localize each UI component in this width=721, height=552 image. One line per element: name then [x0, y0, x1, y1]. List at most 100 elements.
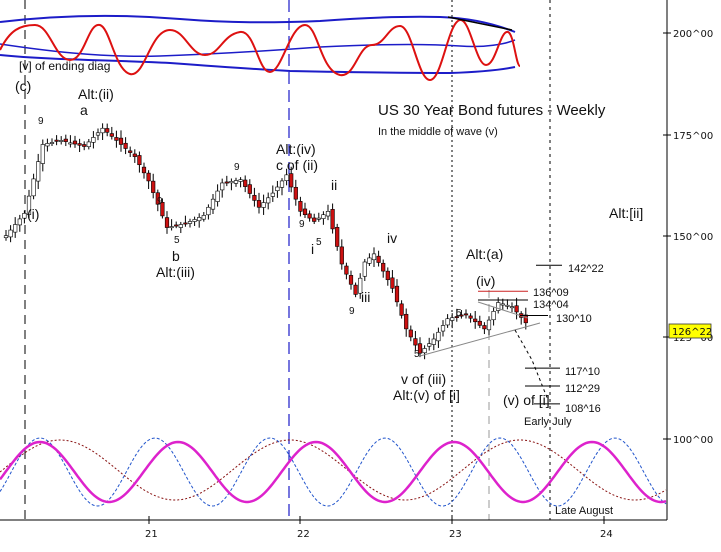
candle-body	[348, 275, 354, 285]
candle-body	[187, 221, 193, 224]
x-tick-label: 23	[449, 529, 462, 540]
candle-body	[376, 255, 381, 263]
candle-body	[431, 338, 436, 345]
candle-body	[394, 285, 400, 303]
candle-body	[344, 265, 349, 275]
candle-body	[86, 141, 91, 148]
candle-body	[206, 206, 211, 216]
x-tick-label: 24	[600, 529, 613, 540]
candle-body	[8, 229, 13, 238]
y-tick-label: 200^00	[673, 29, 713, 40]
wave-label-alt-v-of-i: Alt:(v) of [i]	[393, 387, 460, 403]
candle-body	[82, 144, 87, 147]
candle-body	[243, 179, 248, 187]
candle-body	[367, 257, 372, 264]
candle-body	[468, 315, 473, 319]
candle-body	[201, 215, 206, 220]
target-label: 117^10	[565, 366, 600, 378]
candle-body	[399, 303, 404, 316]
wave-label-alt-a: Alt:(a)	[466, 246, 503, 262]
x-tick-label: 22	[297, 529, 310, 540]
candle-body	[302, 208, 308, 216]
count-label: 9	[299, 219, 305, 230]
candle-body	[26, 195, 32, 215]
candle-body	[473, 318, 478, 323]
wave-label-c: (c)	[15, 78, 31, 94]
candle-body	[523, 314, 528, 324]
candle-body	[256, 200, 262, 208]
candle-body	[132, 153, 137, 157]
candle-body	[413, 338, 418, 346]
candle-body	[13, 224, 18, 233]
candle-body	[459, 314, 464, 317]
candle-body	[270, 192, 275, 197]
chart-title: US 30 Year Bond futures - Weekly	[378, 102, 606, 119]
wave-label-alt-iii: Alt:(iii)	[156, 264, 195, 280]
channel-lower	[0, 54, 516, 75]
candle-body	[505, 304, 510, 307]
candle-body	[307, 213, 312, 219]
candle-body	[482, 325, 487, 330]
candle-body	[385, 270, 390, 281]
candle-body	[197, 217, 202, 222]
candle-body	[95, 132, 101, 136]
candle-body	[146, 172, 151, 182]
candle-body	[229, 181, 234, 184]
candle-body	[440, 325, 446, 332]
projection-path	[514, 329, 549, 401]
candle-body	[486, 319, 492, 331]
candle-body	[491, 311, 496, 321]
count-label: 9	[349, 306, 355, 317]
channel-middle	[0, 39, 516, 58]
candle-body	[427, 343, 432, 347]
candle-body	[238, 179, 243, 182]
wave-label-iv-paren: (iv)	[476, 273, 495, 289]
candle-body	[390, 277, 395, 289]
candle-body	[68, 142, 73, 145]
candle-body	[353, 284, 358, 295]
wave-label-alt-bracket-ii: Alt:[ii]	[609, 205, 643, 221]
candle-body	[247, 184, 252, 194]
candle-body	[54, 139, 59, 142]
candle-body	[335, 226, 340, 247]
candle-body	[59, 140, 64, 142]
candle-body	[3, 235, 9, 239]
candle-body	[316, 217, 321, 220]
candle-body	[312, 217, 317, 222]
candle-body	[31, 178, 36, 197]
cycle-short	[0, 437, 667, 507]
candle-body	[381, 262, 386, 272]
wave-label-c-of-ii: c of (ii)	[276, 157, 318, 173]
y-tick-label: 125^00	[673, 333, 713, 344]
candle-body	[289, 173, 294, 188]
time-note-early-july: Early July	[524, 416, 572, 428]
candle-body	[463, 313, 469, 316]
target-label: 112^29	[565, 383, 600, 395]
time-note-late-august: Late August	[555, 505, 613, 517]
candle-body	[477, 320, 482, 326]
candle-body	[233, 180, 239, 184]
count-label: 5	[174, 235, 180, 246]
wave-label-b: b	[172, 248, 180, 264]
wave-label-ii: ii	[331, 177, 337, 193]
candle-body	[454, 316, 459, 318]
candle-body	[22, 213, 27, 219]
wave-label-a: a	[80, 102, 88, 118]
last-price-badge	[668, 323, 712, 339]
candle-body	[362, 261, 367, 277]
candle-body	[371, 253, 377, 261]
candle-body	[174, 224, 179, 227]
count-label: 5	[456, 308, 462, 319]
candle-body	[275, 186, 280, 192]
wave-label-alt-ii: Alt:(ii)	[78, 86, 114, 102]
candle-body	[436, 331, 441, 342]
last-price-label: 126^22	[672, 327, 712, 338]
candle-body	[63, 138, 68, 142]
candle-body	[279, 180, 285, 188]
count-label: 9	[38, 116, 44, 127]
candle-body	[450, 317, 455, 321]
target-label: 134^04	[533, 299, 569, 311]
candle-body	[40, 144, 45, 164]
candle-body	[422, 348, 427, 354]
candle-body	[17, 218, 22, 226]
